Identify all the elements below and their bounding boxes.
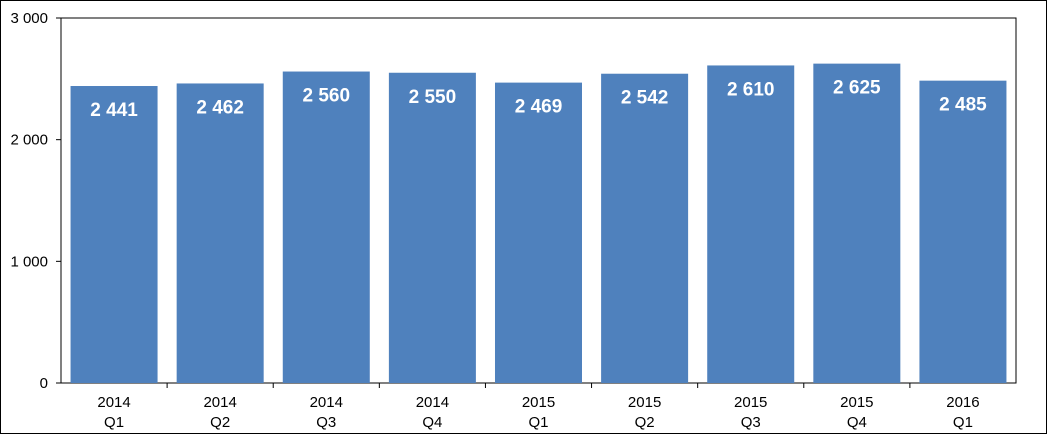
x-category-year: 2014 — [416, 394, 449, 411]
bar-value-label: 2 462 — [196, 97, 244, 118]
x-category-year: 2015 — [734, 394, 767, 411]
x-category-quarter: Q1 — [528, 414, 548, 431]
x-category-year: 2014 — [203, 394, 236, 411]
bar — [388, 72, 476, 383]
bar-value-label: 2 469 — [515, 97, 563, 118]
x-category-quarter: Q3 — [741, 414, 761, 431]
y-tick-label: 2 000 — [10, 132, 48, 149]
x-category-year: 2015 — [628, 394, 661, 411]
bar — [282, 71, 370, 383]
bar-value-label: 2 485 — [939, 95, 987, 116]
y-axis: 0 1 000 2 000 3 000 — [10, 10, 61, 392]
x-category-year: 2014 — [310, 394, 343, 411]
bar — [70, 86, 158, 383]
y-tick-label: 1 000 — [10, 253, 48, 270]
bar-value-label: 2 560 — [303, 86, 351, 107]
x-category-quarter: Q1 — [953, 414, 973, 431]
bars: 2 441 2 462 2 560 2 550 2 469 2 542 2 610 2 625… — [70, 63, 1007, 384]
x-category-quarter: Q2 — [210, 414, 230, 431]
x-axis: 2014 Q1 2014 Q2 2014 Q3 2014 Q4 2015 Q1 2015 Q2 2015… — [97, 383, 980, 431]
y-tick-label: 0 — [40, 375, 48, 392]
x-category-year: 2015 — [522, 394, 555, 411]
x-category-year: 2016 — [946, 394, 979, 411]
bar-value-label: 2 550 — [409, 87, 457, 108]
bar-value-label: 2 542 — [621, 88, 669, 109]
bar-value-label: 2 610 — [727, 79, 775, 100]
y-tick-label: 3 000 — [10, 10, 48, 27]
x-category-quarter: Q3 — [316, 414, 336, 431]
bar — [601, 73, 689, 383]
x-category-year: 2015 — [840, 394, 873, 411]
bar — [176, 83, 264, 384]
bar — [919, 80, 1007, 383]
bar — [813, 63, 901, 384]
bar-value-label: 2 441 — [90, 100, 138, 121]
bar-value-label: 2 625 — [833, 78, 881, 99]
bar — [707, 65, 795, 383]
x-category-quarter: Q4 — [422, 414, 442, 431]
x-category-quarter: Q4 — [847, 414, 867, 431]
x-category-year: 2014 — [97, 394, 130, 411]
x-category-quarter: Q1 — [104, 414, 124, 431]
bar — [494, 82, 582, 384]
x-category-quarter: Q2 — [635, 414, 655, 431]
